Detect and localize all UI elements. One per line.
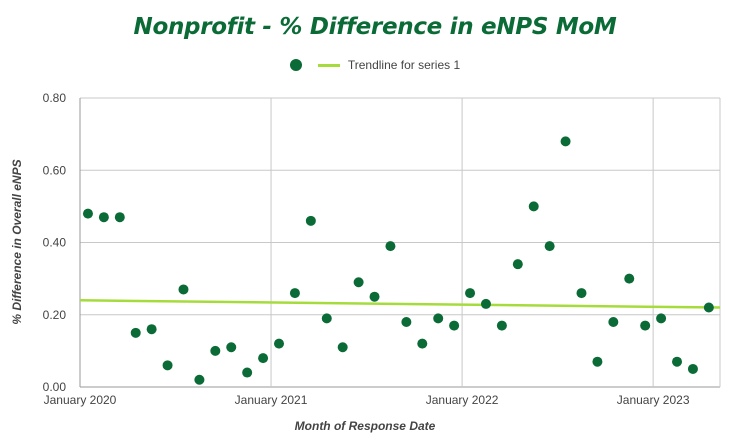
data-point: [98, 212, 109, 223]
y-tick-label: 0.00: [43, 380, 67, 394]
data-point: [480, 298, 491, 309]
x-tick-label: January 2022: [426, 393, 499, 407]
legend-label-trendline: Trendline for series 1: [347, 58, 461, 72]
data-point: [512, 259, 523, 270]
data-point: [496, 320, 507, 331]
grid: [79, 97, 721, 388]
x-axis-ticks: January 2020 January 2021 January 2022 Janu…: [44, 393, 690, 407]
data-point: [146, 324, 157, 335]
data-point: [178, 284, 189, 295]
data-point: [401, 316, 412, 327]
data-points: [82, 136, 714, 385]
data-point: [321, 313, 332, 324]
data-point: [560, 136, 571, 147]
data-point: [82, 208, 93, 219]
y-tick-label: 0.80: [43, 91, 67, 105]
data-point: [528, 201, 539, 212]
data-point: [162, 360, 173, 371]
y-axis-title: % Difference in Overall eNPS: [10, 159, 24, 324]
data-point: [687, 363, 698, 374]
data-point: [385, 241, 396, 252]
data-point: [465, 288, 476, 299]
data-point: [114, 212, 125, 223]
data-point: [337, 342, 348, 353]
data-point: [242, 367, 253, 378]
x-tick-label: January 2021: [235, 393, 308, 407]
data-point: [544, 241, 555, 252]
data-point: [258, 353, 269, 364]
legend: Trendline for series 1: [0, 58, 750, 72]
y-tick-label: 0.20: [43, 308, 67, 322]
data-point: [703, 302, 714, 313]
y-tick-label: 0.40: [43, 236, 67, 250]
trendline-group: [79, 299, 721, 309]
data-point: [353, 277, 364, 288]
x-tick-label: January 2023: [617, 393, 690, 407]
chart-title: Nonprofit - % Difference in eNPS MoM: [133, 14, 617, 40]
data-point: [417, 338, 428, 349]
data-point: [226, 342, 237, 353]
data-point: [672, 356, 683, 367]
data-point: [433, 313, 444, 324]
trendline: [79, 299, 721, 309]
x-tick-label: January 2020: [44, 393, 117, 407]
legend-marker-series: [289, 59, 302, 71]
data-point: [624, 273, 635, 284]
y-axis-ticks: 0.00 0.20 0.40 0.60 0.80: [43, 91, 67, 394]
y-tick-label: 0.60: [43, 163, 67, 177]
legend-marker-trendline: [317, 63, 340, 67]
data-point: [576, 288, 587, 299]
data-point: [305, 215, 316, 226]
x-axis-title: Month of Response Date: [295, 419, 436, 433]
data-point: [289, 288, 300, 299]
data-point: [210, 345, 221, 356]
data-point: [130, 327, 141, 338]
data-point: [608, 316, 619, 327]
data-point: [592, 356, 603, 367]
data-point: [656, 313, 667, 324]
data-point: [449, 320, 460, 331]
data-point: [194, 374, 205, 385]
data-point: [274, 338, 285, 349]
data-point: [369, 291, 380, 302]
data-point: [640, 320, 651, 331]
